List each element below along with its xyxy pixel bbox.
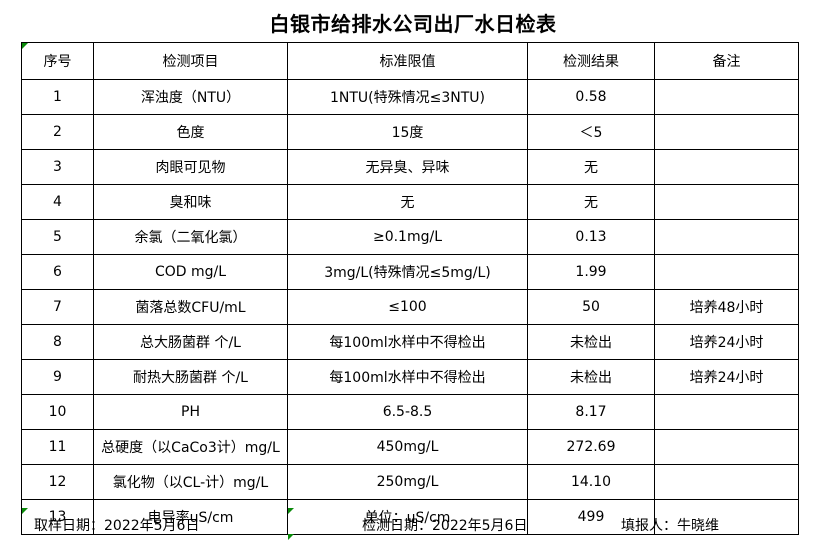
table-row: 3 肉眼可见物 无异臭、异味无 [21,149,799,185]
cell-limit: 250mg/L [287,464,528,500]
table-row: 7 菌落总数CFU/mL ≤100 50 培养48小时 [21,289,799,325]
cell-limit: 15度 [287,114,528,150]
cell-item: 电导率uS/cm [93,499,288,535]
cell-item: 臭和味 [93,184,288,220]
cell-result: ＜5 [527,114,655,150]
table-row: 10 PH 6.5-8.5 8.17 [21,394,799,430]
cell-remark [654,464,799,500]
cell-index: 9 [21,359,94,395]
cell-limit: 每100ml水样中不得检出 [287,359,528,395]
cell-limit: 3mg/L(特殊情况≤5mg/L) [287,254,528,290]
cell-index: 1 [21,79,94,115]
cell-index: 7 [21,289,94,325]
cell-index: 5 [21,219,94,255]
cell-result: 499 [527,499,655,535]
cell-item: 余氯（二氧化氯） [93,219,288,255]
cell-limit: 无 [287,184,528,220]
cell-result: 0.58 [527,79,655,115]
cell-remark [654,79,799,115]
footer-reporter: 填报人：牛晓维 [621,518,719,534]
table-row: 9 耐热大肠菌群 个/L 每100ml水样中不得检出 未检出 培养24小时 [21,359,799,395]
cell-limit: 无异臭、异味 [287,149,528,185]
cell-remark [654,114,799,150]
cell-item: 菌落总数CFU/mL [93,289,288,325]
cell-item: 色度 [93,114,288,150]
column-header-limit: 标准限值 [287,42,528,80]
cell-index: 3 [21,149,94,185]
cell-result: 1.99 [527,254,655,290]
cell-item: 耐热大肠菌群 个/L [93,359,288,395]
cell-remark [654,394,799,430]
footer-test-date: 检测日期：2022年5月6日 [362,518,528,534]
cell-remark [654,254,799,290]
cell-result: 0.13 [527,219,655,255]
column-header-result: 检测结果 [527,42,655,80]
cell-result: 未检出 [527,359,655,395]
cell-limit: 450mg/L [287,429,528,465]
table-row: 2 色度 15度 ＜5 [21,114,799,150]
footer-sample-date: 取样日期：2022年5月6日 [34,518,200,534]
cell-item: 总硬度（以CaCo3计）mg/L [93,429,288,465]
cell-index: 6 [21,254,94,290]
table-row: 1 浑浊度（NTU） 1NTU(特殊情况≤3NTU) 0.58 [21,79,799,115]
cell-index: 4 [21,184,94,220]
cell-remark [654,184,799,220]
cell-error-marker-icon [22,508,28,514]
cell-index: 2 [21,114,94,150]
cell-remark: 培养24小时 [654,324,799,360]
cell-item: 总大肠菌群 个/L [93,324,288,360]
cell-remark: 培养48小时 [654,289,799,325]
cell-remark [654,429,799,465]
footer: 取样日期：2022年5月6日 检测日期：2022年5月6日 填报人：牛晓维 [21,511,811,541]
cell-limit: 1NTU(特殊情况≤3NTU) [287,79,528,115]
table-row: 8 总大肠菌群 个/L 每100ml水样中不得检出 未检出 培养24小时 [21,324,799,360]
cell-limit: ≥0.1mg/L [287,219,528,255]
cell-result: 无 [527,184,655,220]
cell-remark [654,149,799,185]
cell-result: 无 [527,149,655,185]
cell-limit: ≤100 [287,289,528,325]
column-header-remark: 备注 [654,42,799,80]
water-quality-report-table: 序号 检测项目 标准限值 检测结果 备注 1 浑浊度（NTU） 1NTU(特殊情况≤… [21,42,799,535]
table-row: 5 余氯（二氧化氯） ≥0.1mg/L 0.13 [21,219,799,255]
cell-limit: 6.5-8.5 [287,394,528,430]
table-row: 4 臭和味无无 [21,184,799,220]
table-header-row: 序号 检测项目 标准限值 检测结果 备注 [21,42,799,80]
cell-remark: 培养24小时 [654,359,799,395]
cell-error-marker-icon [288,534,294,540]
cell-item: 肉眼可见物 [93,149,288,185]
cell-result: 未检出 [527,324,655,360]
table-body: 1 浑浊度（NTU） 1NTU(特殊情况≤3NTU) 0.58 2 色度 15度 ＜5 3 肉眼可… [21,79,799,535]
cell-item: 氯化物（以CL-计）mg/L [93,464,288,500]
table-row: 11 总硬度（以CaCo3计）mg/L 450mg/L 272.69 [21,429,799,465]
cell-result: 50 [527,289,655,325]
cell-index: 11 [21,429,94,465]
cell-item: PH [93,394,288,430]
cell-limit: 每100ml水样中不得检出 [287,324,528,360]
cell-remark [654,499,799,535]
column-header-item: 检测项目 [93,42,288,80]
cell-remark [654,219,799,255]
column-header-index: 序号 [21,42,94,80]
table-row: 13 电导率uS/cm 单位：uS/cm 499 [21,499,799,535]
page-title: 白银市给排水公司出厂水日检表 [269,12,557,36]
cell-item: 浑浊度（NTU） [93,79,288,115]
cell-result: 272.69 [527,429,655,465]
cell-error-marker-icon [288,508,294,514]
cell-result: 8.17 [527,394,655,430]
table-row: 6 COD mg/L 3mg/L(特殊情况≤5mg/L) 1.99 [21,254,799,290]
table-row: 12 氯化物（以CL-计）mg/L 250mg/L 14.10 [21,464,799,500]
cell-result: 14.10 [527,464,655,500]
cell-index: 10 [21,394,94,430]
cell-index: 13 [21,499,94,535]
cell-index: 12 [21,464,94,500]
cell-index: 8 [21,324,94,360]
cell-item: COD mg/L [93,254,288,290]
cell-error-marker-icon [22,43,28,49]
